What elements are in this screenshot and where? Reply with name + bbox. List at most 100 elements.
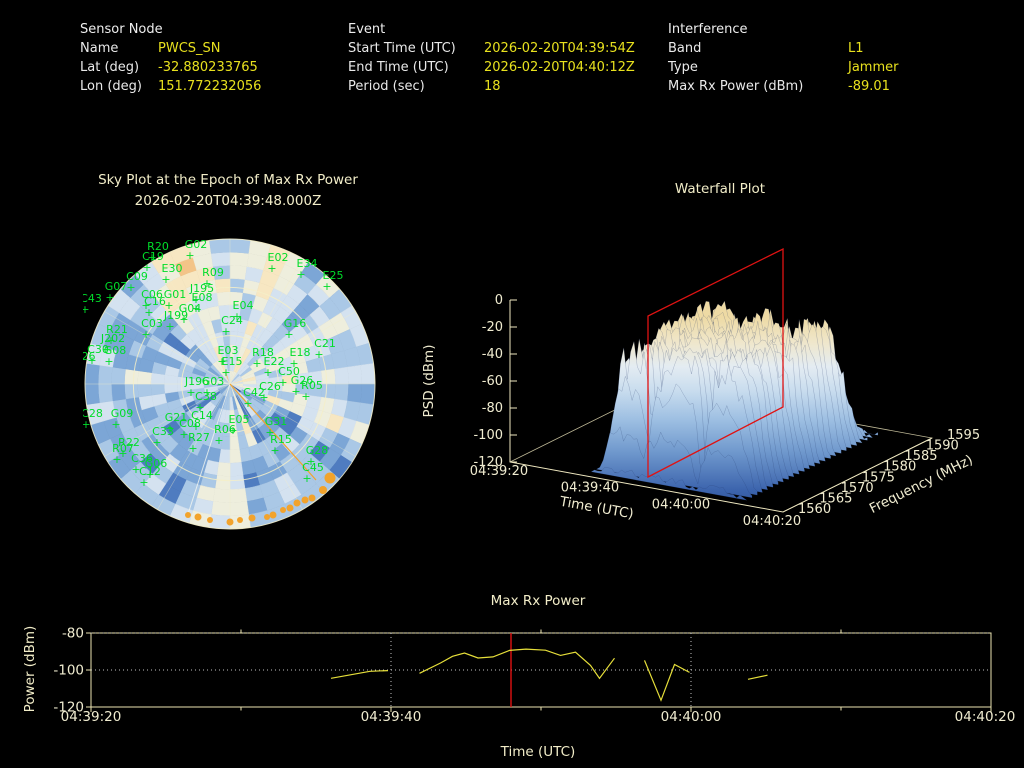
svg-text:R21: R21 bbox=[106, 323, 128, 336]
svg-text:C24: C24 bbox=[221, 314, 243, 327]
svg-text:G08: G08 bbox=[104, 344, 127, 357]
svg-text:C50: C50 bbox=[278, 365, 300, 378]
sensor-lon-label: Lon (deg) bbox=[80, 79, 142, 94]
event-panel: Event Start Time (UTC) 2026-02-20T04:39:… bbox=[348, 20, 635, 96]
svg-text:+: + bbox=[165, 320, 174, 333]
sky-plot-title: Sky Plot at the Epoch of Max Rx Power 20… bbox=[38, 170, 418, 212]
svg-text:+: + bbox=[284, 328, 293, 341]
svg-text:J202: J202 bbox=[100, 332, 125, 345]
svg-text:+: + bbox=[314, 348, 323, 361]
interference-band-row: Band L1 bbox=[668, 39, 898, 58]
svg-text:+: + bbox=[104, 355, 113, 368]
svg-text:+: + bbox=[221, 366, 230, 379]
svg-text:1565: 1565 bbox=[819, 491, 852, 506]
sky-plot-title-line2: 2026-02-20T04:39:48.000Z bbox=[134, 193, 322, 209]
svg-text:+: + bbox=[144, 306, 153, 319]
svg-text:-80: -80 bbox=[482, 401, 503, 416]
svg-text:E02: E02 bbox=[268, 251, 289, 264]
svg-text:+: + bbox=[289, 357, 298, 370]
svg-text:C12: C12 bbox=[139, 465, 161, 478]
svg-text:+: + bbox=[141, 299, 150, 312]
svg-text:C16: C16 bbox=[144, 295, 166, 308]
svg-text:+: + bbox=[164, 299, 173, 312]
svg-text:+: + bbox=[106, 334, 115, 347]
svg-text:C43: C43 bbox=[83, 292, 102, 305]
event-title: Event bbox=[348, 22, 386, 37]
svg-text:+: + bbox=[126, 281, 135, 294]
svg-text:C33: C33 bbox=[152, 425, 174, 438]
max-rx-power-xlabel: Time (UTC) bbox=[500, 744, 576, 760]
svg-text:+: + bbox=[291, 385, 300, 398]
svg-text:+: + bbox=[179, 428, 188, 441]
svg-text:E03: E03 bbox=[218, 344, 239, 357]
sensor-lon-value: 151.772232056 bbox=[158, 79, 262, 94]
svg-text:+: + bbox=[214, 434, 223, 447]
svg-text:+: + bbox=[228, 424, 237, 437]
sky-plot-title-line1: Sky Plot at the Epoch of Max Rx Power bbox=[98, 172, 358, 188]
svg-text:1585: 1585 bbox=[904, 449, 937, 464]
svg-text:+: + bbox=[102, 343, 111, 356]
svg-text:1570: 1570 bbox=[841, 481, 874, 496]
svg-text:+: + bbox=[278, 376, 287, 389]
svg-text:+: + bbox=[145, 468, 154, 481]
svg-text:E04: E04 bbox=[233, 299, 254, 312]
svg-text:R09: R09 bbox=[202, 266, 224, 279]
svg-text:+: + bbox=[252, 357, 261, 370]
svg-text:PSD (dBm): PSD (dBm) bbox=[421, 345, 437, 418]
svg-text:E18: E18 bbox=[290, 346, 311, 359]
svg-text:+: + bbox=[161, 273, 170, 286]
interference-title: Interference bbox=[668, 22, 748, 37]
svg-text:+: + bbox=[131, 463, 140, 476]
svg-text:+: + bbox=[139, 476, 148, 489]
svg-text:+: + bbox=[118, 447, 127, 460]
svg-text:+: + bbox=[179, 313, 188, 326]
svg-text:-100: -100 bbox=[473, 428, 503, 443]
svg-text:1590: 1590 bbox=[926, 439, 959, 454]
svg-text:+: + bbox=[259, 391, 268, 404]
svg-text:R15: R15 bbox=[270, 433, 292, 446]
event-period-row: Period (sec) 18 bbox=[348, 77, 635, 96]
sensor-lat-value: -32.880233765 bbox=[158, 60, 258, 75]
event-period-label: Period (sec) bbox=[348, 79, 425, 94]
svg-text:+: + bbox=[263, 366, 272, 379]
svg-text:+: + bbox=[195, 401, 204, 414]
svg-text:C26: C26 bbox=[259, 380, 281, 393]
svg-text:G07: G07 bbox=[105, 280, 128, 293]
sensor-name-value: PWCS_SN bbox=[158, 41, 221, 56]
svg-text:C19: C19 bbox=[142, 250, 164, 263]
svg-text:+: + bbox=[221, 325, 230, 338]
max-rx-power-title: Max Rx Power bbox=[490, 593, 586, 609]
svg-text:+: + bbox=[83, 303, 90, 316]
svg-text:C45: C45 bbox=[302, 461, 324, 474]
svg-text:-60: -60 bbox=[482, 374, 503, 389]
svg-text:G09: G09 bbox=[111, 407, 134, 420]
event-start-value: 2026-02-20T04:39:54Z bbox=[484, 41, 635, 56]
svg-text:04:39:20: 04:39:20 bbox=[61, 709, 122, 725]
svg-text:1580: 1580 bbox=[883, 460, 916, 475]
event-end-row: End Time (UTC) 2026-02-20T04:40:12Z bbox=[348, 58, 635, 77]
svg-text:E15: E15 bbox=[222, 355, 243, 368]
svg-text:04:40:20: 04:40:20 bbox=[743, 514, 801, 529]
svg-text:G21: G21 bbox=[165, 411, 188, 424]
svg-text:+: + bbox=[243, 397, 252, 410]
max-rx-power-canvas: 04:39:20 04:39:40 04:40:00 04:40:20 -80 -100 -… bbox=[53, 626, 1015, 726]
svg-text:R05: R05 bbox=[301, 379, 323, 392]
svg-text:1575: 1575 bbox=[862, 470, 895, 485]
svg-text:E34: E34 bbox=[297, 257, 318, 270]
svg-text:C03: C03 bbox=[141, 317, 163, 330]
svg-text:C08: C08 bbox=[179, 417, 201, 430]
sensor-name-row: Name PWCS_SN bbox=[80, 39, 261, 58]
event-end-value: 2026-02-20T04:40:12Z bbox=[484, 60, 635, 75]
svg-text:G26: G26 bbox=[291, 374, 314, 387]
svg-text:+: + bbox=[105, 291, 114, 304]
svg-text:G04: G04 bbox=[179, 302, 202, 315]
svg-text:+: + bbox=[188, 442, 197, 455]
svg-text:J195: J195 bbox=[189, 282, 214, 295]
sensor-node-title: Sensor Node bbox=[80, 22, 163, 37]
svg-text:R07: R07 bbox=[112, 442, 134, 455]
svg-text:+: + bbox=[83, 418, 91, 431]
event-start-row: Start Time (UTC) 2026-02-20T04:39:54Z bbox=[348, 39, 635, 58]
svg-text:+: + bbox=[141, 328, 150, 341]
sky-plot-canvas: R20+G02+C19+ E30+C09+R09+G07+J195+C43+C06… bbox=[83, 238, 376, 530]
svg-text:+: + bbox=[267, 262, 276, 275]
